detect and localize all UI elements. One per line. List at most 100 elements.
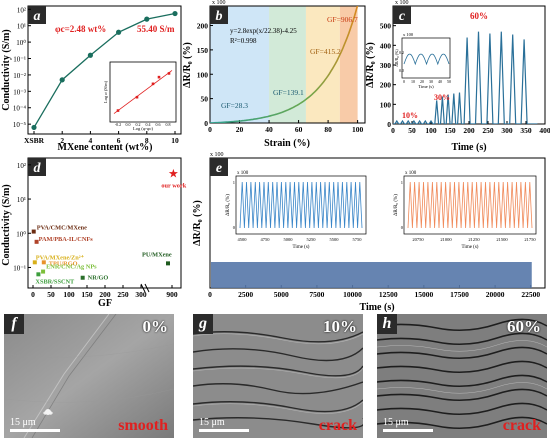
panel-a-plot	[31, 10, 178, 131]
panel-c-inset-ytick-label: 0.0	[399, 68, 404, 73]
panel-b-ytick-label: 100	[197, 70, 209, 79]
panel-c-inset-xtick-label: 0	[403, 79, 405, 84]
panel-g-scalebar: 15 μm	[199, 417, 249, 432]
panel-b-equation: y=2.8exp(x/22.38)-4.25	[230, 27, 297, 35]
panel-f-state: smooth	[118, 417, 168, 434]
panel-c-inset-xtick-label: 10	[411, 79, 415, 84]
panel-e-xtick-label: 15000	[414, 290, 433, 299]
panel-a-xtick-label: 6	[117, 136, 121, 145]
panel-c-xlabel: Time (s)	[451, 142, 486, 153]
panel-b-ytick-label: 150	[197, 46, 209, 55]
panel-e-inset-right: x 100 20750 21000 21250 21500 21750 0 1 Time (…	[394, 171, 536, 250]
panel-c-inset-xtick-label: 40	[438, 79, 442, 84]
panel-b-ytick-label: 0	[204, 119, 208, 128]
panel-b-xlabel: Strain (%)	[264, 138, 310, 149]
panel-c-xtick-label: 350	[520, 126, 532, 135]
panel-e-xtick-label: 10000	[343, 290, 362, 299]
panel-d-point-label: PVA/CMC/MXene	[37, 225, 87, 232]
panel-b-band	[269, 6, 306, 123]
panel-e-inset-right-xtick-label: 21000	[440, 237, 452, 242]
panel-a-tag-bg	[28, 6, 46, 24]
panel-e-inset-right-xtick-label: 21750	[524, 237, 536, 242]
panel-a-phic: φc=2.48 wt%	[55, 24, 106, 34]
panel-e-inset-right-ytick-label: 1	[401, 180, 403, 185]
panel-c-xtick-label: 150	[444, 126, 456, 135]
panel-d-point	[166, 261, 170, 266]
panel-e-xtick-label: 5000	[274, 290, 289, 299]
panel-a-inset-xtick-label: 0.8	[166, 122, 171, 127]
panel-b-r2: R²=0.998	[230, 37, 257, 45]
panel-e-inset-right-ytick-label: 0	[401, 225, 404, 230]
panel-c-ytick-label: 200	[380, 81, 392, 90]
panel-e-tag-bg	[210, 158, 228, 176]
panel-d-plot: ★ our work PVA/CMC/MXene PAM/PBA-IL/CNFs PVA…	[31, 167, 187, 285]
panel-d-point-label: XSBR/SSCNT	[35, 278, 75, 285]
panel-b-tag-bg	[210, 6, 228, 24]
panel-f-sem: f 0% smooth 15 μm	[4, 314, 174, 438]
panel-e-inset-left-xtick-label: 5750	[353, 237, 363, 242]
panel-e-plot	[211, 262, 532, 288]
panel-g-state: crack	[318, 417, 357, 434]
panel-e-xtick-label: 22500	[521, 290, 540, 299]
panel-a-inset-point	[157, 75, 161, 79]
panel-d-xlabel: GF	[98, 298, 112, 309]
panel-a-ytick-label: 10¹	[17, 23, 26, 31]
panel-c-level-30: 30%	[434, 93, 450, 102]
panel-a-inset-plot: -0.2 0.0 0.2 0.4 0.6 0.8	[113, 70, 173, 127]
panel-e-ylabel: ΔR/R₀ (%)	[192, 200, 203, 246]
panel-a-x-ticks: XSBR 2 4 6 8 10	[24, 131, 179, 145]
panel-e-inset-left: x 100 4500 4750 5000 5250 5500 5750 0 1 Time (s…	[226, 171, 367, 250]
panel-f-scale-bar-line	[10, 429, 60, 432]
panel-a-ylabel: Conductivity (S/m)	[1, 29, 12, 110]
panel-c-inset-xlabel: Time (s)	[418, 84, 434, 89]
panel-b-xtick-label: 100	[352, 125, 364, 134]
panel-h-tag: h	[377, 314, 397, 334]
panel-b-multiplier: x 100	[212, 0, 226, 6]
panel-e-tag: e	[216, 161, 222, 176]
panel-b-gf1: GF=28.3	[221, 101, 248, 110]
panel-c-ytick-label: 100	[380, 100, 392, 109]
panel-f-scalebar: 15 μm	[10, 417, 60, 432]
panel-d-tag-bg	[28, 158, 46, 176]
panel-d-star-marker: ★	[168, 167, 179, 181]
panel-b-plot	[210, 6, 359, 123]
panel-a-xlabel: MXene content (wt%)	[58, 142, 153, 153]
panel-c-inset: x 100 0 10 20 30 40 50 0.0 0.2 Time (s) ΔR/R₀ (…	[394, 32, 451, 89]
panel-b-xtick-label: 40	[265, 125, 273, 134]
panel-c-tag-bg	[393, 6, 411, 24]
panel-c-ylabel: ΔR/R₀ (%)	[365, 42, 376, 88]
panel-d-ytick-label: 10²	[17, 162, 26, 170]
panel-c-inset-frame	[401, 37, 451, 79]
panel-a-point	[31, 124, 37, 131]
panel-c-ytick-label: 400	[380, 41, 392, 50]
panel-c-ytick-label: 0	[387, 120, 391, 129]
panel-a-inset-xtick-label: 0.0	[126, 122, 131, 127]
panel-d-xtick-label: 150	[81, 290, 93, 299]
panel-a-inset-xtick-label: -0.2	[115, 122, 121, 127]
panel-b-ytick-label: 200	[197, 22, 209, 31]
panel-c-inset-multiplier: x 100	[403, 32, 414, 37]
panel-c-ytick-label: 500	[380, 22, 392, 31]
panel-a-line	[33, 12, 176, 128]
panel-b-tag: b	[216, 9, 223, 24]
panel-b-ytick-label: 50	[201, 95, 209, 104]
panel-c-level-10: 10%	[402, 111, 418, 120]
panel-b-gf4: GF=906.7	[327, 15, 358, 24]
panel-a-inset-xtick-label: 0.2	[136, 122, 141, 127]
panel-d-xtick-label: 300	[135, 290, 147, 299]
panel-e-inset-right-multiplier: x 100	[405, 171, 417, 176]
panel-h-strain: 60%	[507, 317, 541, 336]
panel-a-inset-xtick-label: 0.4	[146, 122, 151, 127]
panel-d-point-label: our work	[161, 183, 186, 190]
panel-d-frame	[27, 157, 182, 289]
panel-h-scalebar: 15 μm	[383, 417, 433, 432]
panel-e: e x 100 0 2500 5000 7500 10000 12500 15000 1750…	[192, 152, 546, 313]
panel-b-band	[339, 6, 358, 123]
panel-d-point	[41, 260, 46, 265]
panel-g-texture	[193, 314, 363, 438]
panel-e-inset-right-ylabel: ΔR/R₀ (%)	[394, 194, 399, 216]
panel-d-xtick-label: 900	[166, 290, 178, 299]
panel-h-state: crack	[502, 417, 541, 434]
panel-d-ytick-label: 10¹	[17, 196, 26, 204]
panel-d-point-label: PAM/PBA-IL/CNFs	[39, 236, 94, 243]
